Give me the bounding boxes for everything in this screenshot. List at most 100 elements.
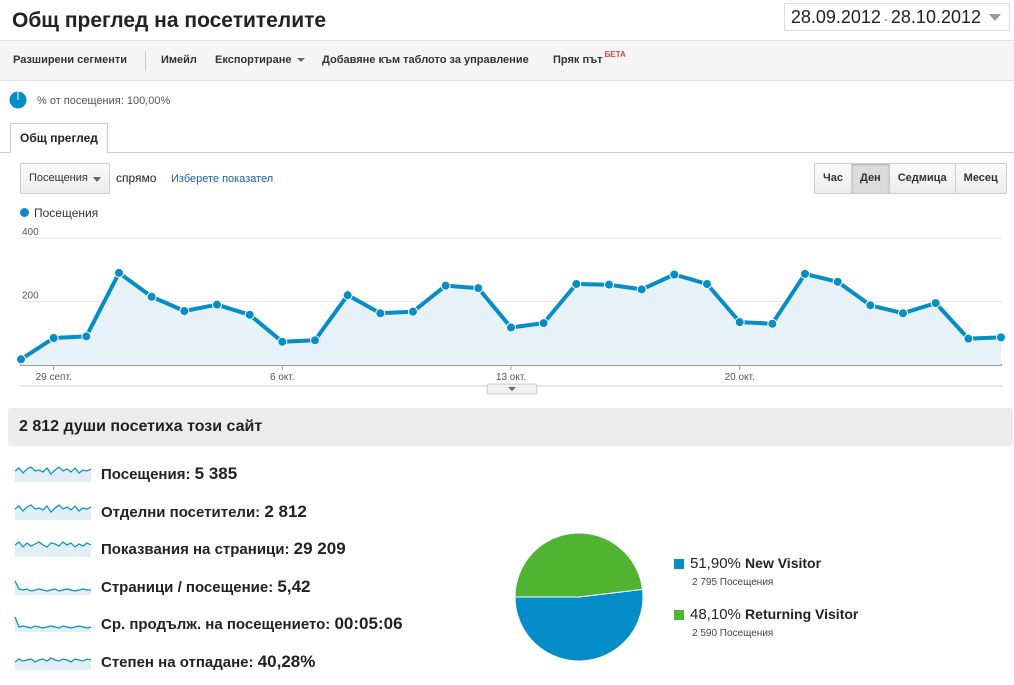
choose-metric-link[interactable]: Изберете показател [171,173,274,185]
stat-value: 00:05:06 [334,614,403,633]
new-visitor-pct: 51,90% [690,555,741,572]
date-range-picker[interactable]: 28.09.2012-28.10.2012 [783,3,1010,31]
data-point[interactable] [832,276,843,287]
stat-label: Страници / посещение: [101,578,274,596]
new-visitor-swatch [674,559,684,569]
data-point[interactable] [16,354,26,365]
data-point[interactable] [767,318,778,329]
report-toolbar: Разширени сегменти Имейл Експортиране До… [0,40,1014,81]
date-separator: - [883,12,888,26]
chevron-down-icon [296,58,305,63]
chart-legend: Посещения [20,206,98,220]
y-tick-label: 400 [22,228,39,238]
metric-select[interactable]: Посещения [20,163,110,194]
advanced-segments-button[interactable]: Разширени сегменти [13,54,128,66]
data-point[interactable] [146,291,157,302]
data-point[interactable] [571,279,582,290]
period-week-button[interactable]: Седмица [889,164,956,193]
new-visitor-pct-line: 51,90% New Visitor [690,555,821,572]
data-point[interactable] [963,333,974,344]
data-point[interactable] [48,333,59,344]
stat-label: Посещения: [101,466,191,483]
email-button[interactable]: Имейл [161,54,197,66]
stat-value: 5,42 [277,576,311,596]
data-point[interactable] [865,300,876,311]
shortcut-label: Пряк път [553,54,603,66]
y-tick-label: 200 [22,291,39,302]
pie-slice[interactable] [514,532,644,598]
data-point[interactable] [473,283,484,294]
data-point[interactable] [604,279,614,290]
stat-text: Страници / посещение: 5,42 [101,577,311,597]
header: Общ преглед на посетителите 28.09.2012-2… [0,0,1014,40]
toolbar-divider [145,51,146,71]
data-point[interactable] [702,279,712,290]
stat-value: 40,28% [257,651,316,671]
series-area [21,272,1001,365]
legend-marker [20,208,29,217]
sparkline [14,466,92,482]
new-visitor-visits: 2 795 Посещения [692,577,774,588]
returning-visitor-swatch [674,610,684,620]
period-toggle: Час Ден Седмица Месец [814,163,1007,194]
stat-text: Показвания на страници: 29 209 [101,539,346,559]
chevron-down-icon [93,177,101,182]
stat-text: Отделни посетители: 2 812 [101,502,307,522]
data-point[interactable] [342,290,353,301]
data-point[interactable] [244,309,255,320]
data-point[interactable] [277,336,288,347]
data-point[interactable] [800,268,810,279]
data-point[interactable] [408,306,418,317]
data-point[interactable] [212,299,222,310]
export-label: Експортиране [215,54,292,66]
data-point[interactable] [114,267,124,278]
sparkline [14,503,92,520]
sparkline [14,656,92,670]
data-point[interactable] [179,306,190,317]
returning-visitor-pct-line: 48,10% Returning Visitor [690,606,858,623]
data-point[interactable] [898,308,908,319]
stat-label: Отделни посетители: [101,503,261,521]
period-day-button[interactable]: Ден [851,164,890,193]
export-button[interactable]: Експортиране [215,54,305,66]
tab-overview[interactable]: Общ преглед [10,123,108,154]
vs-label: спрямо [116,171,157,185]
add-to-dashboard-button[interactable]: Добавяне към таблото за управление [322,54,529,66]
data-point[interactable] [636,284,647,295]
chart-collapse-handle[interactable] [486,383,538,395]
x-tick-label: 6 окт. [270,372,295,383]
returning-visitor-visits: 2 590 Посещения [692,628,774,639]
data-point[interactable] [310,335,320,346]
beta-badge: БЕТА [604,50,626,59]
data-point[interactable] [734,317,745,328]
data-point[interactable] [996,332,1006,343]
x-tick-label: 20 окт. [725,372,755,383]
chevron-down-icon [989,14,1001,21]
data-point[interactable] [538,318,549,329]
data-point[interactable] [506,322,516,333]
data-point[interactable] [81,331,92,342]
stat-value: 29 209 [293,539,346,558]
pie-slice[interactable] [514,588,644,662]
stat-label: Показвания на страници: [101,541,290,558]
stat-text: Степен на отпадане: 40,28% [101,652,315,672]
data-point[interactable] [669,269,680,280]
returning-visitor-pct: 48,10% [690,606,741,623]
data-point[interactable] [930,298,941,309]
data-point[interactable] [375,308,386,319]
stat-value: 2 812 [264,501,307,521]
shortcut-button[interactable]: Пряк път БЕТА [553,50,626,66]
tab-bar: Общ преглед [0,123,1014,154]
summary-bar: 2 812 души посетиха този сайт [8,408,1013,446]
period-hour-button[interactable]: Час [815,164,852,193]
sparkline [14,541,92,557]
data-point[interactable] [440,280,451,291]
segment-pie-icon [9,91,27,109]
period-month-button[interactable]: Месец [955,164,1006,193]
chevron-down-icon [508,387,516,391]
visits-chart: 200 400 29 септ. 6 окт. 13 окт. 20 окт. [16,228,1006,395]
legend-label: Посещения [34,206,99,220]
stat-text: Посещения: 5 385 [101,464,237,484]
page-title: Общ преглед на посетителите [12,9,327,32]
date-end: 28.10.2012 [890,7,981,27]
